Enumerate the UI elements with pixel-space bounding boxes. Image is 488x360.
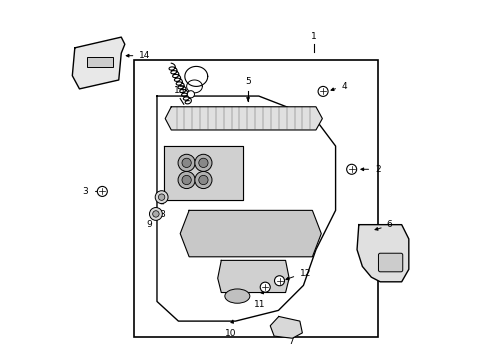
Circle shape	[274, 276, 284, 286]
Text: 7: 7	[287, 337, 293, 346]
Circle shape	[346, 164, 356, 174]
Text: 4: 4	[341, 82, 346, 91]
Polygon shape	[180, 210, 321, 257]
Polygon shape	[164, 146, 242, 200]
Circle shape	[198, 158, 207, 167]
Circle shape	[317, 86, 327, 96]
Circle shape	[182, 175, 191, 185]
Circle shape	[182, 158, 191, 167]
Circle shape	[194, 154, 212, 171]
Text: 14: 14	[139, 51, 150, 60]
Circle shape	[198, 175, 207, 185]
Text: 10: 10	[224, 329, 236, 338]
Circle shape	[178, 154, 195, 171]
Circle shape	[155, 191, 168, 203]
Text: 8: 8	[159, 210, 165, 219]
Ellipse shape	[224, 289, 249, 303]
FancyBboxPatch shape	[378, 253, 402, 272]
Circle shape	[178, 171, 195, 189]
Text: 6: 6	[386, 220, 392, 229]
Circle shape	[260, 282, 270, 292]
Polygon shape	[165, 107, 322, 130]
Polygon shape	[356, 225, 408, 282]
Text: 2: 2	[374, 165, 380, 174]
Bar	[87, 58, 113, 67]
Circle shape	[152, 211, 159, 217]
Text: 13: 13	[173, 86, 185, 95]
Bar	[134, 60, 378, 337]
Circle shape	[187, 91, 194, 98]
Circle shape	[97, 186, 107, 197]
Circle shape	[158, 194, 164, 201]
Text: 5: 5	[244, 77, 250, 86]
Text: 12: 12	[299, 269, 310, 278]
Polygon shape	[72, 37, 124, 89]
Text: 1: 1	[311, 32, 316, 41]
Circle shape	[194, 171, 212, 189]
Polygon shape	[217, 260, 288, 293]
Text: 9: 9	[145, 220, 151, 229]
Polygon shape	[270, 316, 302, 338]
Text: 11: 11	[253, 300, 264, 309]
Circle shape	[149, 207, 162, 220]
Text: 3: 3	[82, 187, 88, 196]
